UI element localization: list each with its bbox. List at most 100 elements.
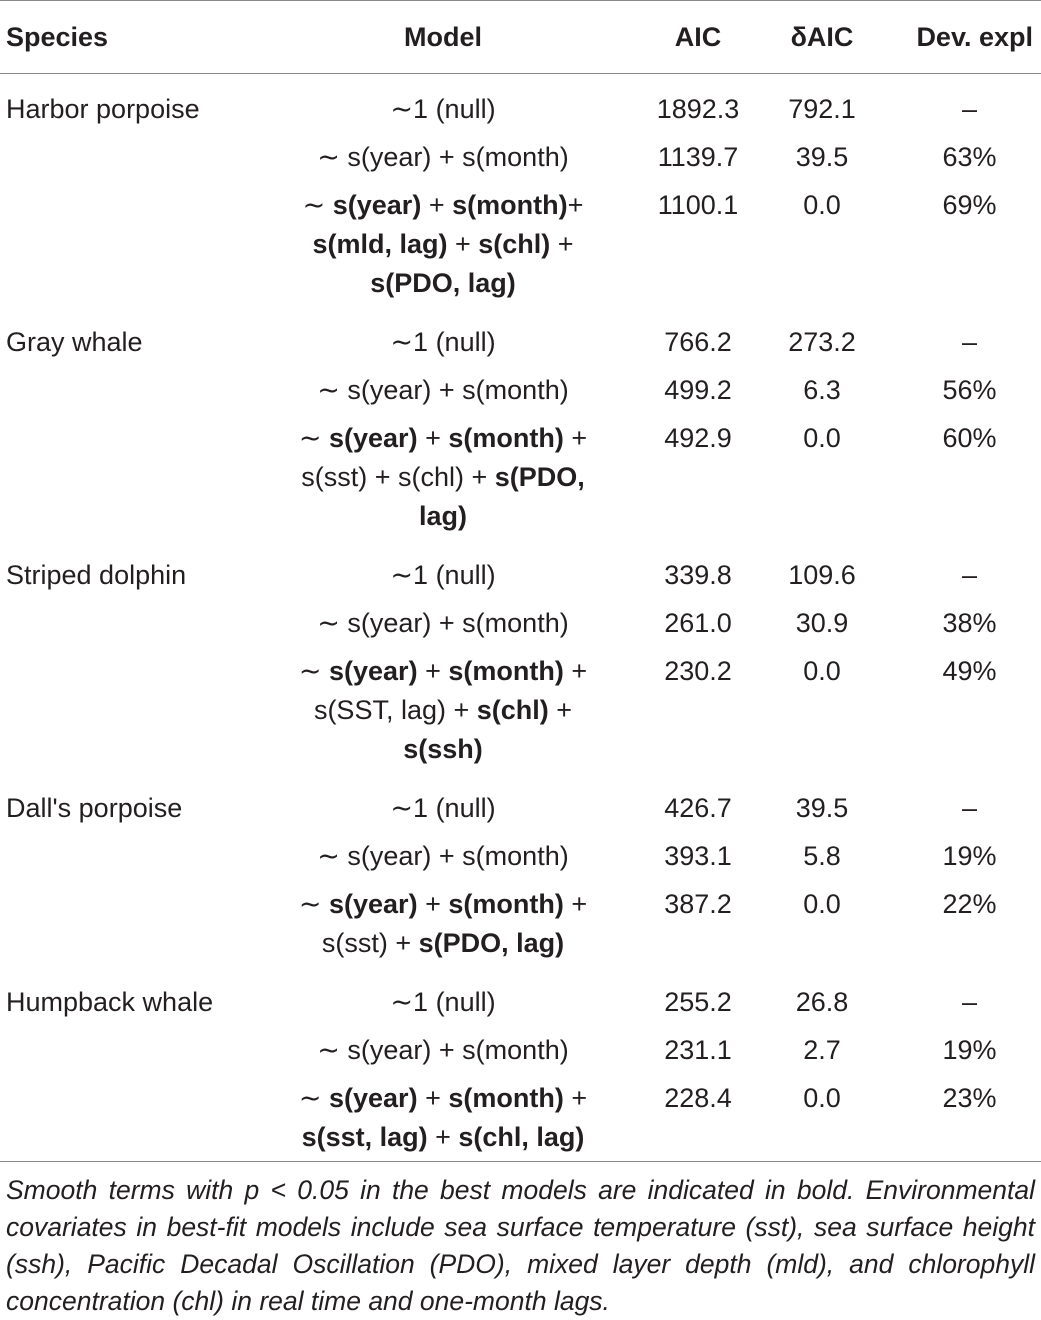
formula-text: + [417,1083,449,1113]
table-row: ∼ s(year) + s(month) 261.0 30.9 38% [0,595,1041,643]
cell-delta-aic: 0.0 [803,190,841,220]
cell-deviance-explained: – [961,793,978,823]
table-row: ∼ s(year) + s(month) 231.1 2.7 19% [0,1022,1041,1070]
model-formula: ∼ s(year) + s(month) [278,604,608,643]
model-formula: ∼ s(year) + s(month)+ s(mld, lag) + s(ch… [278,186,608,303]
formula-text: ∼ s(year) + s(month) [317,1035,569,1065]
significant-term: s(month) [448,1083,564,1113]
cell-aic: 492.9 [664,423,732,453]
formula-text: + [550,229,574,259]
formula-text: + [563,1083,588,1113]
header-deviance-explained: Dev. expl [876,0,1041,74]
cell-aic: 387.2 [664,889,732,919]
cell-delta-aic: 2.7 [803,1035,841,1065]
significant-term: s(PDO, lag) [418,928,565,958]
cell-delta-aic: 0.0 [803,656,841,686]
cell-model: ∼ s(year) + s(month) + s(sst) + s(chl) +… [258,410,628,540]
header-delta-aic: δAIC [768,0,876,74]
cell-aic: 230.2 [664,656,732,686]
table-row: ∼ s(year) + s(month) + s(sst, lag) + s(c… [0,1070,1041,1161]
formula-text: + [548,695,573,725]
cell-deviance-explained: – [961,987,978,1017]
cell-species [0,828,258,876]
header-model: Model [258,0,628,74]
cell-model: ∼ s(year) + s(month) + s(SST, lag) + s(c… [258,643,628,773]
model-formula: ∼ s(year) + s(month) [278,371,608,410]
formula-text: ∼ [298,1083,329,1113]
cell-species [0,643,258,773]
significant-term: s(mld, lag) [312,229,448,259]
table-row: Harbor porpoise ∼1 (null) 1892.3 792.1 – [0,74,1041,130]
header-species: Species [0,0,258,74]
cell-aic: 426.7 [664,793,732,823]
table-caption: Smooth terms with p < 0.05 in the best m… [0,1161,1041,1320]
table-row: Humpback whale ∼1 (null) 255.2 26.8 – [0,967,1041,1022]
cell-delta-aic: 0.0 [803,1083,841,1113]
cell-model: ∼ s(year) + s(month) [258,362,628,410]
table-row: Gray whale ∼1 (null) 766.2 273.2 – [0,307,1041,362]
significant-term: s(month) [448,656,564,686]
formula-text: ∼1 (null) [390,327,496,357]
cell-deviance-explained: 56% [942,375,997,405]
cell-species: Harbor porpoise [6,94,200,124]
model-formula: ∼ s(year) + s(month) + s(sst) + s(chl) +… [278,419,608,536]
formula-text: + [421,190,453,220]
significant-term: s(year) [332,190,422,220]
significant-term: s(PDO, lag) [418,462,585,531]
model-formula: ∼1 (null) [278,90,608,129]
formula-text: s(sst) + [321,928,419,958]
cell-aic: 339.8 [664,560,732,590]
model-formula: ∼1 (null) [278,556,608,595]
cell-delta-aic: 39.5 [795,142,849,172]
cell-species [0,1022,258,1070]
table-row: Striped dolphin ∼1 (null) 339.8 109.6 – [0,540,1041,595]
cell-species: Humpback whale [6,987,214,1017]
cell-deviance-explained: – [961,560,978,590]
formula-text: + [563,656,588,686]
cell-model: ∼ s(year) + s(month) + s(sst, lag) + s(c… [258,1070,628,1161]
cell-deviance-explained: 19% [942,841,997,871]
formula-text: ∼ [302,190,333,220]
cell-species [0,1070,258,1161]
cell-aic: 1892.3 [656,94,740,124]
cell-deviance-explained: 22% [942,889,997,919]
model-formula: ∼1 (null) [278,983,608,1022]
formula-text: ∼ [298,656,329,686]
cell-model: ∼ s(year) + s(month) [258,1022,628,1070]
cell-model: ∼1 (null) [258,773,628,828]
formula-text: ∼1 (null) [390,793,496,823]
header-row: Species Model AIC δAIC Dev. expl [0,0,1041,74]
significant-term: s(month) [448,423,564,453]
formula-text: + [447,229,479,259]
cell-delta-aic: 39.5 [795,793,849,823]
cell-deviance-explained: – [961,94,978,124]
cell-model: ∼ s(year) + s(month)+ s(mld, lag) + s(ch… [258,177,628,307]
cell-species [0,876,258,967]
cell-model: ∼ s(year) + s(month) + s(sst) + s(PDO, l… [258,876,628,967]
table-row: Dall's porpoise ∼1 (null) 426.7 39.5 – [0,773,1041,828]
formula-text: + [417,656,449,686]
cell-species [0,362,258,410]
model-formula: ∼ s(year) + s(month) + s(sst, lag) + s(c… [278,1079,608,1157]
cell-aic: 766.2 [664,327,732,357]
model-formula: ∼ s(year) + s(month) + s(SST, lag) + s(c… [278,652,608,769]
table-row: ∼ s(year) + s(month) + s(sst) + s(PDO, l… [0,876,1041,967]
cell-deviance-explained: 23% [942,1083,997,1113]
cell-delta-aic: 109.6 [788,560,856,590]
table-body: Harbor porpoise ∼1 (null) 1892.3 792.1 – ∼ s(… [0,74,1041,1162]
formula-text: ∼1 (null) [390,560,496,590]
significant-term: s(month) [448,889,564,919]
significant-term: s(PDO, lag) [370,268,516,298]
cell-model: ∼1 (null) [258,967,628,1022]
cell-delta-aic: 26.8 [795,987,849,1017]
model-formula: ∼ s(year) + s(month) [278,837,608,876]
cell-deviance-explained: 60% [942,423,997,453]
significant-term: s(ssh) [403,734,483,764]
cell-delta-aic: 273.2 [788,327,856,357]
significant-term: s(year) [329,889,418,919]
formula-text: + [417,423,449,453]
cell-model: ∼ s(year) + s(month) [258,129,628,177]
model-comparison-table: Species Model AIC δAIC Dev. expl Harbor … [0,0,1041,1162]
cell-aic: 393.1 [664,841,732,871]
